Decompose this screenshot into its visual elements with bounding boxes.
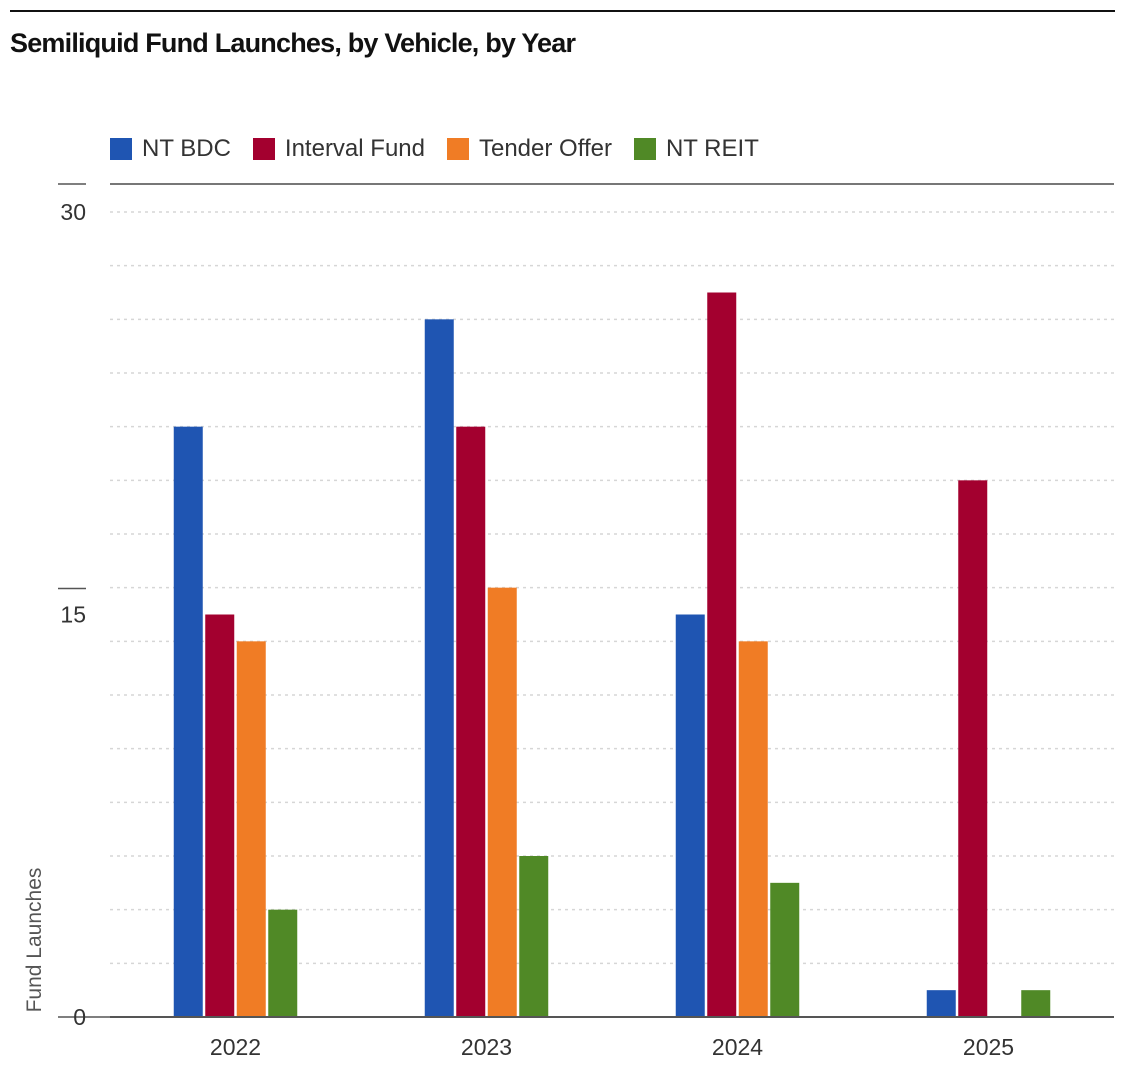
- legend-item-nt-bdc: NT BDC: [110, 135, 231, 163]
- bar-interval-fund-2025: [958, 480, 988, 1017]
- legend-swatch-nt-bdc: [110, 138, 132, 160]
- legend-swatch-nt-reit: [633, 138, 656, 160]
- bar-nt-reit-2025: [1021, 990, 1051, 1017]
- x-tick-label: 2025: [963, 1034, 1014, 1060]
- x-tick-label: 2022: [210, 1034, 261, 1060]
- bar-interval-fund-2024: [707, 292, 737, 1017]
- legend-label-tender-offer: Tender Offer: [478, 135, 612, 162]
- top-rule: [10, 10, 1115, 12]
- legend-item-nt-reit: NT REIT: [633, 135, 759, 163]
- chart-title: Semiliquid Fund Launches, by Vehicle, by…: [10, 28, 576, 58]
- bar-tender-offer-2023: [487, 587, 517, 1017]
- y-axis-title: Fund Launches: [23, 868, 46, 1013]
- bar-interval-fund-2023: [456, 426, 486, 1018]
- bar-tender-offer-2024: [738, 641, 768, 1017]
- bar-nt-bdc-2022: [173, 426, 203, 1018]
- y-tick-label: 0: [73, 1004, 86, 1030]
- legend-swatch-interval-fund: [252, 138, 275, 160]
- bar-nt-reit-2022: [268, 909, 298, 1017]
- legend-item-tender-offer: Tender Offer: [446, 135, 612, 163]
- bar-tender-offer-2022: [236, 641, 266, 1017]
- legend-swatch-tender-offer: [446, 138, 469, 160]
- legend-label-interval-fund: Interval Fund: [284, 135, 425, 162]
- bar-nt-reit-2023: [519, 856, 549, 1017]
- bars: [173, 292, 1051, 1018]
- y-axis-ticks: 0 15 30: [58, 183, 110, 1030]
- x-axis-ticks: 2022 2023 2024 2025: [210, 1034, 1014, 1060]
- legend-item-interval-fund: Interval Fund: [252, 135, 425, 163]
- bar-interval-fund-2022: [205, 614, 235, 1017]
- y-tick-label: 15: [60, 602, 86, 628]
- y-tick-label: 30: [60, 199, 86, 225]
- bar-nt-bdc-2023: [424, 319, 454, 1017]
- bar-nt-bdc-2025: [926, 990, 956, 1017]
- legend-label-nt-bdc: NT BDC: [142, 135, 231, 162]
- bar-nt-bdc-2024: [675, 614, 705, 1017]
- bar-nt-reit-2024: [770, 882, 800, 1017]
- chart-legend: NT BDC Interval Fund Tender Offer NT REI…: [110, 134, 781, 164]
- x-tick-label: 2024: [712, 1034, 763, 1060]
- legend-label-nt-reit: NT REIT: [665, 135, 759, 162]
- x-tick-label: 2023: [461, 1034, 512, 1060]
